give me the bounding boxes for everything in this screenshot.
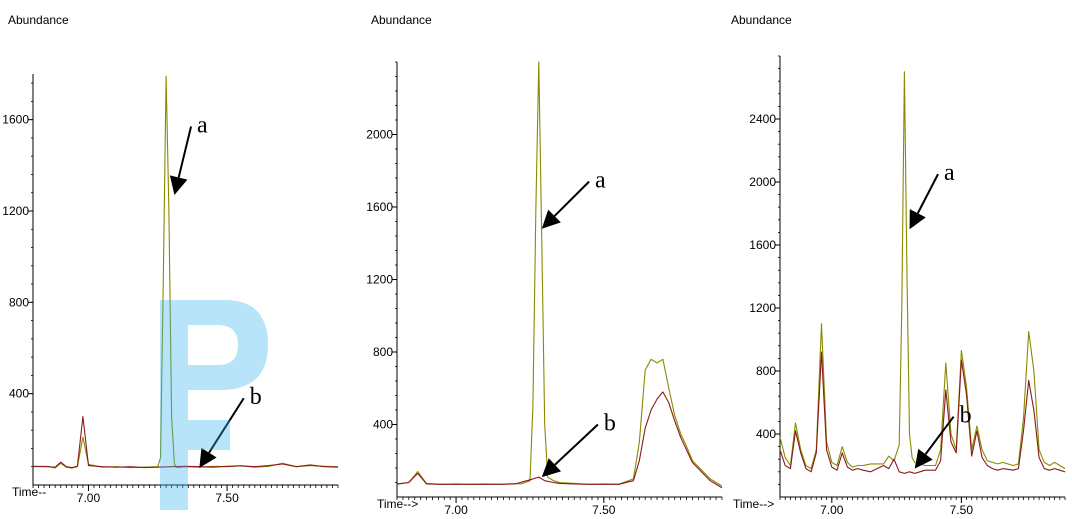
series-line-red [32, 415, 339, 469]
y-tick-label: 1600 [749, 238, 776, 252]
y-tick-label: 1200 [366, 273, 393, 287]
annotation-label-b: b [604, 411, 616, 437]
x-tick-label: 7.00 [77, 491, 101, 505]
y-tick-label: 400 [9, 387, 29, 401]
y-tick-label: 2400 [749, 112, 776, 126]
x-tick-label: 7.50 [950, 503, 974, 517]
annotation-arrow-head [914, 448, 933, 469]
annotation-arrow-shaft [553, 180, 590, 217]
annotation-arrow-shaft [554, 423, 599, 466]
y-tick-label: 800 [9, 295, 29, 309]
y-tick-label: 400 [373, 418, 393, 432]
annotation-label-b: b [250, 384, 262, 410]
series-line-red [779, 351, 1066, 474]
y-tick-label: 1600 [366, 200, 393, 214]
annotation-label-a: a [944, 160, 955, 186]
annotation-arrow-head [541, 209, 561, 229]
x-axis-title: Time--> [377, 497, 418, 511]
chart-panel-1: Abundance 400 800 1200 1600 7.00 7.50 Time-- a b [2, 13, 339, 505]
x-tick-label: 7.00 [444, 503, 468, 517]
annotation-arrow-head [909, 209, 926, 230]
chart-panel-3: Abundance 400 800 1200 1600 2000 2400 7.00 7.50 T… [731, 13, 1066, 517]
y-tick-label: 400 [756, 427, 776, 441]
chart-panel-2: Abundance 400 800 1200 1600 2000 7.00 7.50 Time-… [366, 13, 723, 517]
annotation-arrow-head [541, 458, 562, 478]
annotation-arrow-shaft [177, 126, 193, 178]
y-axis-title: Abundance [731, 13, 792, 27]
y-tick-label: 2000 [749, 175, 776, 189]
y-tick-label: 1200 [2, 204, 29, 218]
y-axis-title: Abundance [8, 13, 69, 27]
y-tick-label: 2000 [366, 128, 393, 142]
x-tick-label: 7.50 [592, 503, 616, 517]
y-tick-label: 800 [373, 345, 393, 359]
x-axis-title: Time--> [733, 497, 774, 511]
annotation-label-a: a [197, 113, 208, 139]
annotation-arrow-shaft [916, 173, 939, 214]
series-line-olive [396, 61, 723, 487]
annotation-label-a: a [595, 168, 606, 194]
x-tick-label: 7.00 [820, 503, 844, 517]
series-line-red [396, 391, 723, 489]
y-tick-label: 800 [756, 364, 776, 378]
annotation-arrow-head [169, 175, 188, 196]
annotation-arrow-shaft [208, 397, 245, 454]
x-tick-label: 7.50 [215, 491, 239, 505]
y-tick-label: 1600 [2, 113, 29, 127]
annotation-label-b: b [960, 403, 972, 429]
annotation-arrow-shaft [924, 416, 955, 455]
series-line-olive [779, 71, 1066, 470]
y-axis-title: Abundance [371, 13, 432, 27]
series-line-olive [32, 75, 339, 469]
y-tick-label: 1200 [749, 301, 776, 315]
annotation-arrow-head [199, 447, 217, 468]
x-axis-title: Time-- [12, 485, 46, 499]
